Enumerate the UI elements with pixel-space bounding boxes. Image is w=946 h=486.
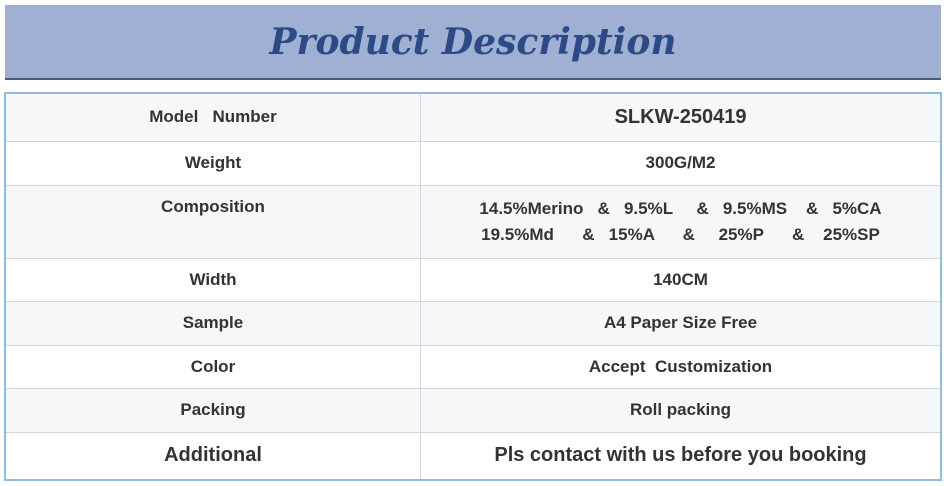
page-title: Product Description	[269, 20, 677, 63]
table-row: Width 140CM	[4, 257, 942, 302]
table-row: Additional Pls contact with us before yo…	[4, 431, 942, 481]
table-row: Color Accept Customization	[4, 344, 942, 389]
table-row: Composition 14.5%Merino & 9.5%L & 9.5%MS…	[4, 184, 942, 259]
title-banner: Product Description	[5, 5, 941, 80]
table-row: Packing Roll packing	[4, 387, 942, 433]
row-value: 300G/M2	[420, 140, 942, 186]
row-label: Width	[4, 257, 421, 302]
row-value: Pls contact with us before you booking	[420, 431, 942, 481]
row-value: Roll packing	[420, 387, 942, 433]
composition-line: 14.5%Merino & 9.5%L & 9.5%MS & 5%CA	[479, 198, 882, 218]
row-value: Accept Customization	[420, 344, 942, 389]
row-label: Packing	[4, 387, 421, 433]
table-row: Model Number SLKW-250419	[4, 92, 942, 142]
row-label: Model Number	[4, 92, 421, 142]
row-label: Composition	[4, 184, 421, 259]
composition-line: 19.5%Md & 15%A & 25%P & 25%SP	[481, 224, 880, 244]
row-value: 140CM	[420, 257, 942, 302]
row-value: SLKW-250419	[420, 92, 942, 142]
product-spec-table: Model Number SLKW-250419 Weight 300G/M2 …	[4, 92, 942, 481]
row-label: Additional	[4, 431, 421, 481]
row-label: Color	[4, 344, 421, 389]
row-label: Sample	[4, 300, 421, 346]
row-value: A4 Paper Size Free	[420, 300, 942, 346]
row-label: Weight	[4, 140, 421, 186]
row-value: 14.5%Merino & 9.5%L & 9.5%MS & 5%CA 19.5…	[420, 184, 942, 259]
table-row: Weight 300G/M2	[4, 140, 942, 186]
table-row: Sample A4 Paper Size Free	[4, 300, 942, 346]
